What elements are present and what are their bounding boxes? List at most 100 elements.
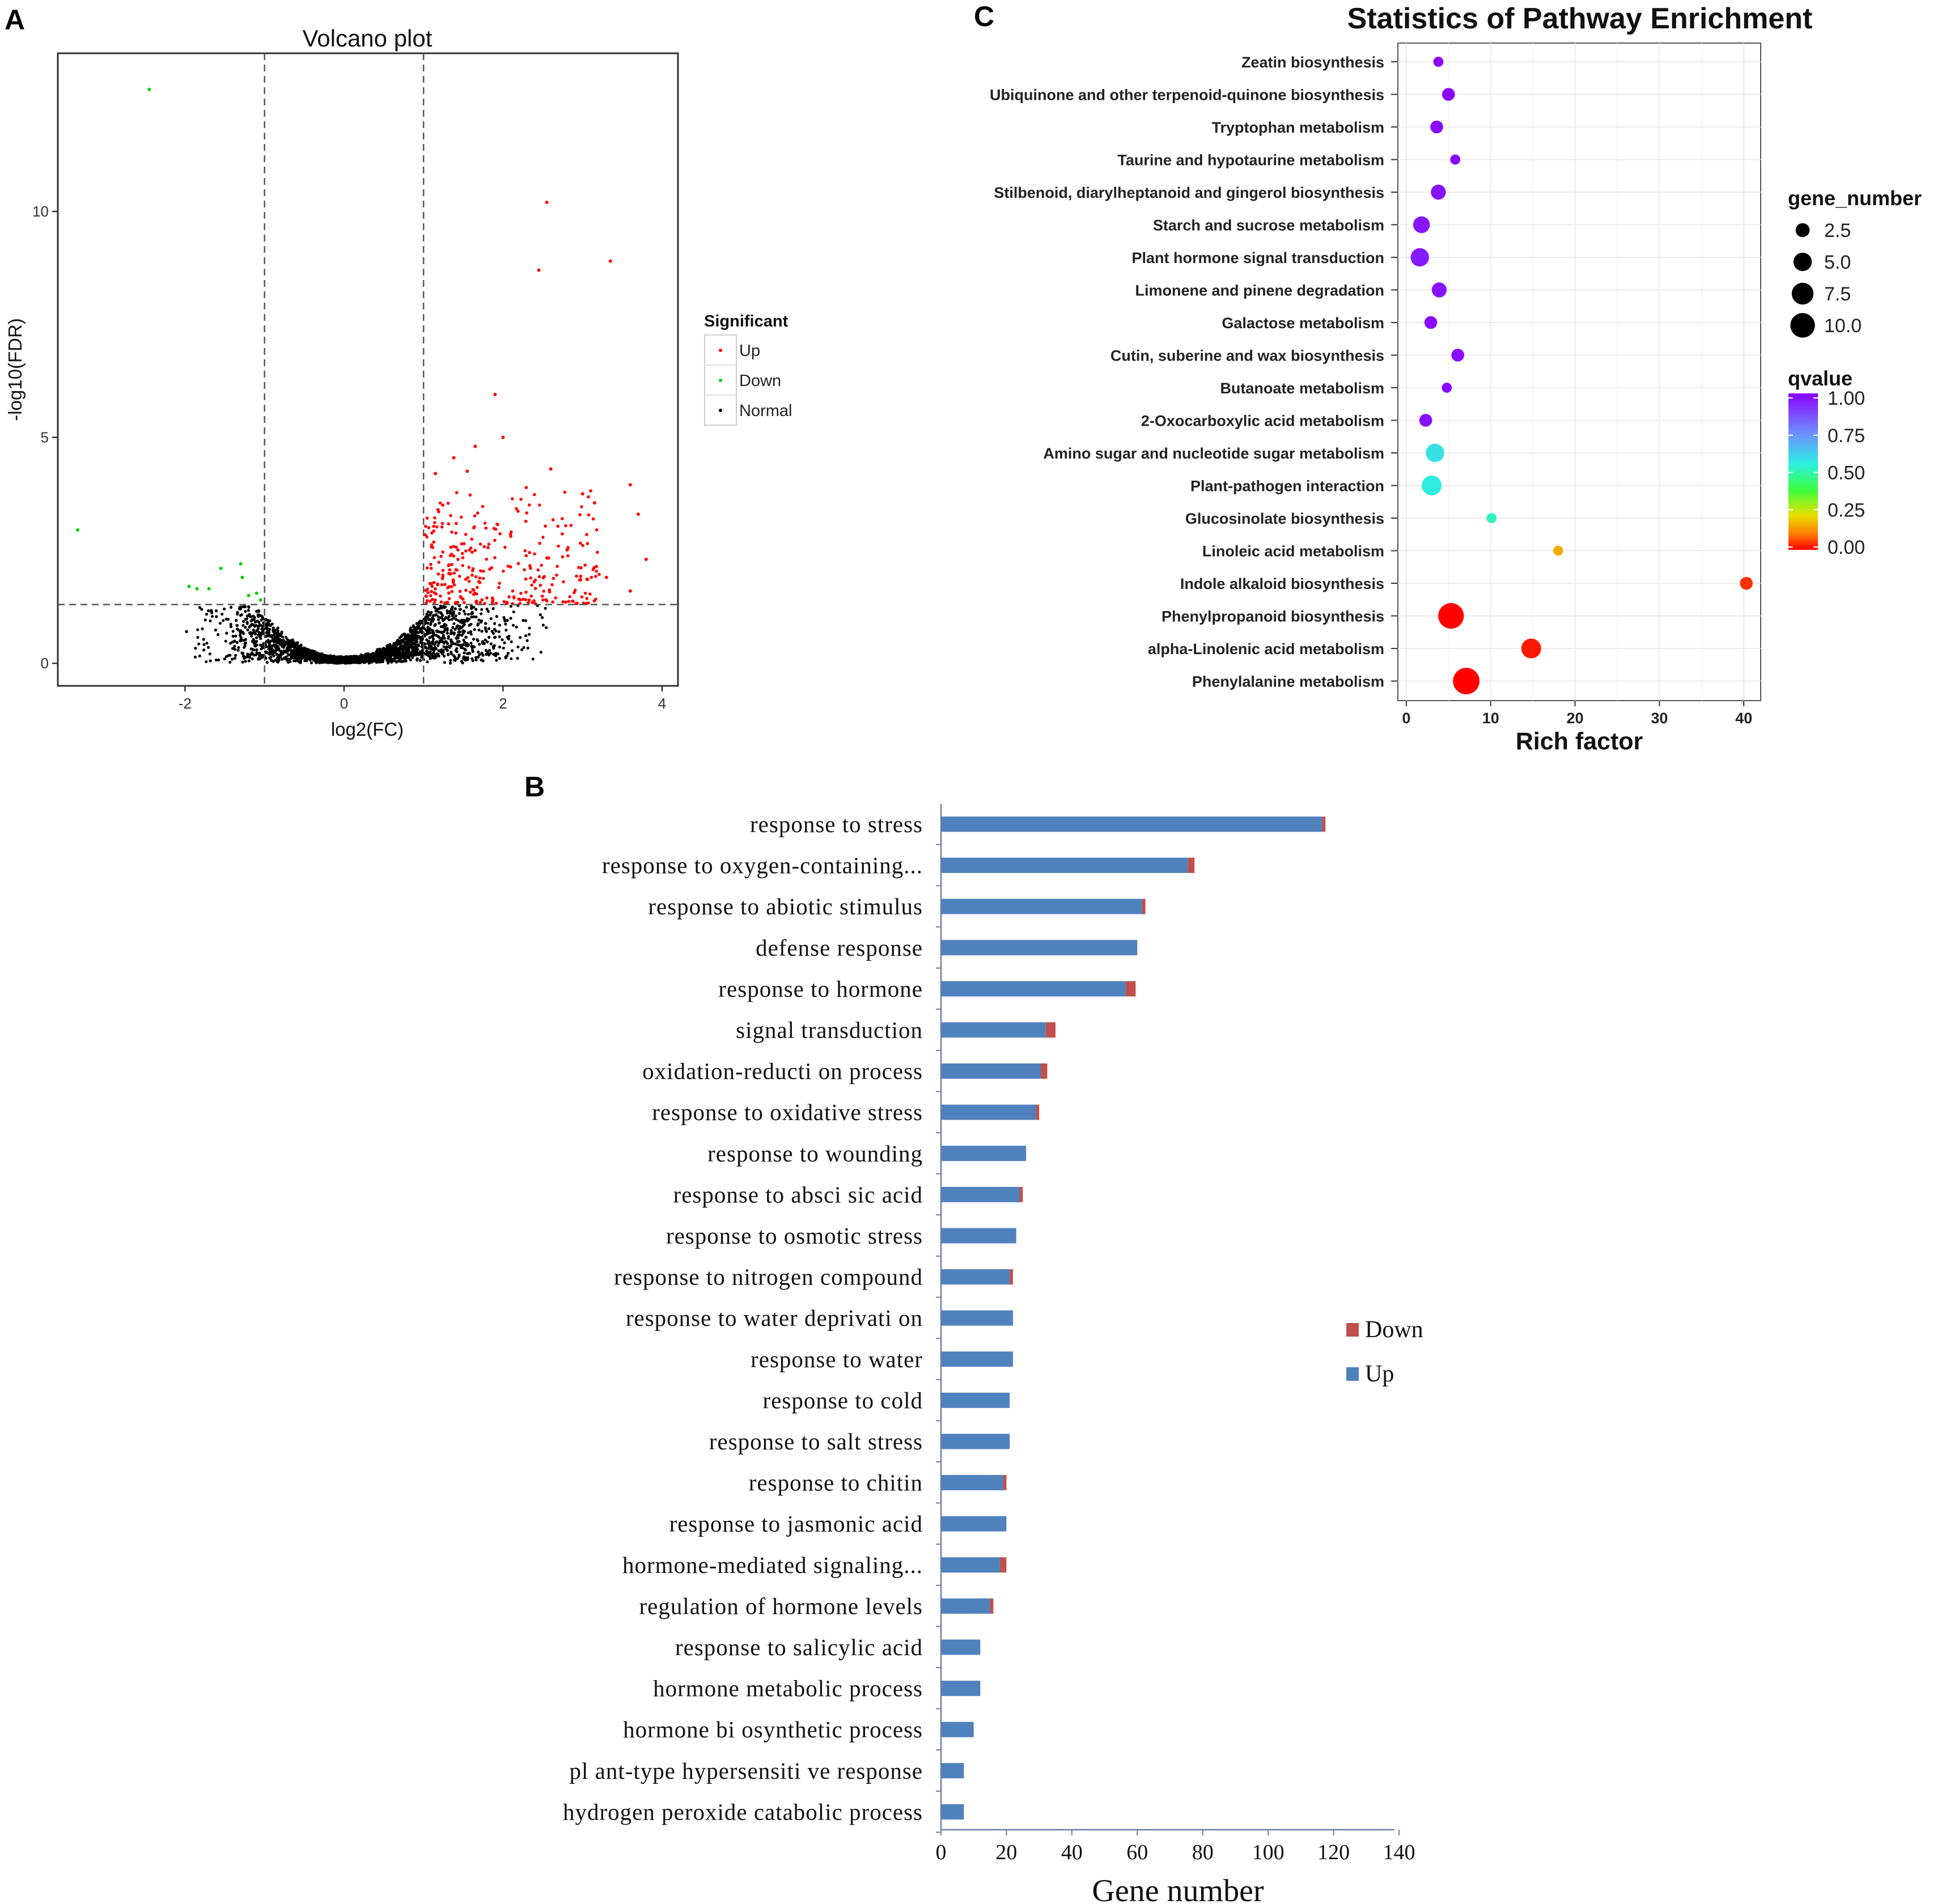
normal-point	[463, 651, 466, 655]
up-point	[589, 489, 592, 493]
normal-point	[298, 651, 301, 654]
normal-point	[316, 651, 319, 655]
normal-point	[269, 640, 272, 643]
up-point	[594, 575, 597, 578]
normal-point	[334, 660, 338, 664]
normal-point	[283, 650, 286, 654]
normal-point	[328, 658, 331, 661]
normal-point	[431, 656, 435, 659]
normal-point	[244, 610, 247, 613]
normal-point	[202, 643, 206, 646]
normal-point	[440, 612, 443, 616]
up-point	[557, 544, 560, 548]
up-point	[628, 589, 632, 593]
go-x-tick: 140	[1383, 1841, 1415, 1864]
normal-point	[407, 634, 411, 637]
go-bar-up	[941, 1392, 1010, 1408]
normal-point	[442, 625, 445, 629]
up-point	[524, 577, 528, 581]
up-point	[588, 592, 592, 596]
normal-point	[387, 653, 391, 656]
go-bar-down	[1041, 1063, 1048, 1079]
normal-point	[486, 640, 489, 643]
up-point	[590, 575, 594, 579]
normal-point	[463, 647, 467, 651]
up-point	[454, 568, 458, 571]
normal-point	[483, 642, 486, 645]
up-point	[464, 578, 468, 581]
normal-point	[446, 609, 449, 613]
up-point	[528, 551, 531, 554]
up-point	[510, 530, 513, 534]
normal-point	[430, 618, 433, 621]
normal-point	[344, 661, 347, 665]
normal-point	[359, 653, 363, 656]
normal-point	[287, 644, 290, 648]
normal-point	[223, 657, 226, 660]
normal-point	[197, 642, 201, 646]
normal-point	[426, 660, 429, 664]
up-point	[532, 580, 536, 584]
gene-number-legend-dot	[1795, 223, 1810, 238]
up-point	[481, 504, 485, 508]
up-point	[440, 521, 444, 525]
up-point	[542, 590, 545, 593]
normal-point	[424, 619, 427, 622]
up-point	[579, 541, 582, 545]
down-point	[195, 587, 199, 591]
normal-point	[277, 656, 280, 660]
normal-point	[488, 648, 491, 652]
go-x-tick: 40	[1061, 1841, 1083, 1864]
normal-point	[506, 635, 509, 639]
normal-point	[470, 616, 473, 619]
normal-point	[398, 650, 401, 653]
normal-point	[444, 616, 448, 619]
up-point	[636, 512, 640, 516]
normal-point	[272, 651, 275, 655]
normal-point	[280, 630, 283, 634]
normal-point	[244, 626, 247, 629]
normal-point	[476, 638, 479, 642]
normal-point	[404, 637, 408, 641]
up-point	[529, 576, 532, 580]
normal-point	[369, 659, 372, 663]
up-point	[503, 545, 507, 549]
normal-point	[435, 629, 439, 633]
normal-point	[456, 635, 459, 639]
normal-point	[265, 631, 269, 634]
normal-point	[495, 659, 498, 662]
pathway-bubble	[1413, 216, 1430, 234]
normal-point	[409, 626, 413, 630]
go-bar-up	[941, 1639, 981, 1655]
normal-point	[209, 619, 212, 622]
up-point	[436, 508, 440, 511]
normal-point	[200, 608, 204, 611]
up-point	[455, 491, 459, 494]
up-point	[587, 513, 591, 517]
normal-point	[429, 650, 432, 654]
up-point	[430, 531, 434, 535]
normal-point	[253, 641, 257, 644]
up-point	[578, 513, 582, 516]
up-point	[485, 557, 488, 561]
up-point	[470, 573, 474, 577]
normal-point	[393, 656, 396, 660]
go-bar-up	[941, 1186, 1020, 1202]
normal-point	[275, 637, 278, 641]
up-point	[538, 503, 541, 507]
up-point	[435, 525, 439, 529]
up-point	[542, 575, 546, 578]
normal-point	[243, 656, 246, 660]
normal-point	[258, 633, 262, 637]
up-point	[525, 511, 528, 515]
normal-point	[397, 642, 400, 646]
normal-point	[196, 628, 200, 631]
up-point	[533, 552, 536, 555]
normal-point	[283, 642, 286, 646]
up-point	[517, 597, 520, 601]
normal-point	[438, 639, 442, 643]
normal-point	[288, 658, 291, 661]
pathway-bubble	[1433, 57, 1444, 67]
normal-point	[272, 626, 275, 630]
up-point	[434, 598, 437, 602]
